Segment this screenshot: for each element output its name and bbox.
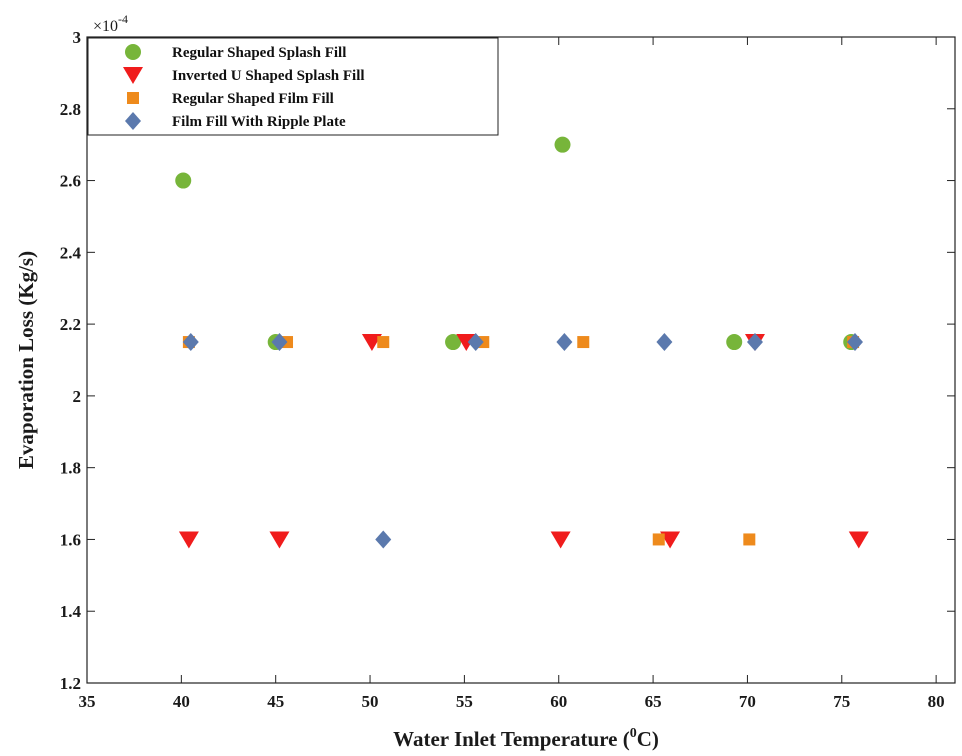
series-square (182, 336, 860, 546)
x-tick-label: 35 (79, 692, 96, 711)
data-point (175, 172, 192, 189)
x-tick-label: 55 (456, 692, 473, 711)
x-axis-title-tail: C) (637, 727, 659, 751)
x-axis-title-main: Water Inlet Temperature ( (393, 727, 630, 751)
y-tick-label: 2 (73, 387, 82, 406)
series-diamond (182, 333, 863, 549)
legend-box (87, 37, 499, 136)
data-point (726, 334, 743, 351)
data-point (467, 333, 484, 352)
y-tick-label: 3 (73, 28, 82, 47)
x-tick-label: 75 (833, 692, 850, 711)
data-point (846, 333, 863, 352)
x-axis-ticks: 35 40 45 50 55 60 65 70 75 80 (79, 37, 945, 711)
data-point (178, 531, 199, 549)
legend-label: Inverted U Shaped Splash Fill (172, 68, 365, 84)
y-tick-label: 2.2 (60, 315, 81, 334)
legend-marker (125, 44, 141, 60)
legend-marker (125, 112, 141, 130)
data-points (175, 136, 869, 549)
data-point (550, 531, 571, 549)
data-point (660, 531, 681, 549)
legend: Regular Shaped Splash Fill Inverted U Sha… (87, 37, 499, 136)
legend-marker (127, 92, 139, 104)
legend-label: Regular Shaped Splash Fill (172, 45, 346, 61)
legend-label: Regular Shaped Film Fill (172, 91, 334, 107)
x-tick-label: 45 (267, 692, 284, 711)
data-point (652, 533, 665, 546)
data-point (577, 336, 590, 349)
y-tick-label: 1.8 (60, 459, 81, 478)
y-tick-label: 1.4 (60, 602, 82, 621)
y-tick-label: 2.8 (60, 100, 81, 119)
data-point (554, 136, 571, 153)
data-point (182, 333, 199, 352)
data-point (361, 334, 382, 352)
x-axis-title-sup: 0 (630, 726, 637, 741)
data-point (445, 334, 462, 351)
data-point (375, 530, 392, 549)
x-tick-label: 50 (362, 692, 379, 711)
data-point (269, 531, 290, 549)
y-axis-exponent: ×10-4 (93, 12, 128, 35)
y-axis-ticks: 1.2 1.4 1.6 1.8 2 2.2 2.4 2.6 2.8 3 (60, 28, 955, 693)
data-point (271, 333, 288, 352)
y-tick-label: 2.4 (60, 243, 82, 262)
y-tick-label: 1.2 (60, 674, 81, 693)
x-tick-label: 65 (645, 692, 662, 711)
data-point (377, 336, 390, 349)
series-triangle-down (178, 334, 869, 549)
legend-marker (123, 67, 143, 84)
x-axis-title: Water Inlet Temperature (0C) (393, 726, 659, 751)
y-axis-title: Evaporation Loss (Kg/s) (14, 251, 38, 469)
data-point (848, 531, 869, 549)
data-point (746, 333, 763, 352)
data-point (656, 333, 673, 352)
data-point (743, 533, 756, 546)
y-tick-label: 2.6 (60, 172, 81, 191)
x-tick-label: 80 (928, 692, 945, 711)
plot-frame (86, 36, 956, 684)
exponent-base: ×10 (93, 18, 118, 35)
y-tick-label: 1.6 (60, 530, 81, 549)
x-tick-label: 60 (550, 692, 567, 711)
exponent-power: -4 (118, 12, 128, 26)
x-tick-label: 70 (739, 692, 756, 711)
plot-border (86, 36, 956, 684)
legend-label: Film Fill With Ripple Plate (172, 114, 346, 130)
data-point (556, 333, 573, 352)
x-tick-label: 40 (173, 692, 190, 711)
series-circle (175, 136, 860, 351)
